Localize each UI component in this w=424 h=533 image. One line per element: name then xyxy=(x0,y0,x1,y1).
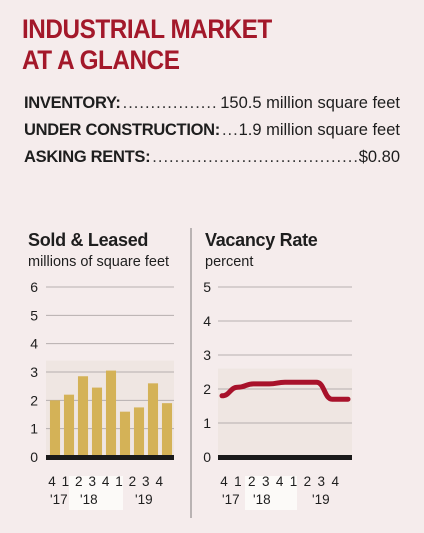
stat-leader-dots: ........... xyxy=(221,121,237,139)
vacancy-rate-x-quarter-label: 1 xyxy=(290,474,298,489)
vacancy-rate-title: Vacancy Rate xyxy=(205,230,318,250)
vacancy-rate-x-quarter-label: 2 xyxy=(304,474,312,489)
sold-leased-bar xyxy=(119,411,131,457)
title-line-1: INDUSTRIAL MARKET xyxy=(22,14,272,44)
stat-under-construction: UNDER CONSTRUCTION: ........... 1.9 mill… xyxy=(24,121,400,140)
vacancy-rate-x-quarter-label: 4 xyxy=(220,474,228,489)
sold-leased-y-tick-label: 0 xyxy=(30,449,38,465)
vacancy-rate-x-year-label: '18 xyxy=(253,492,271,507)
sold-leased-x-quarter-label: 2 xyxy=(75,474,83,489)
stat-label: UNDER CONSTRUCTION: xyxy=(24,121,220,139)
sold-leased-x-year-label: '18 xyxy=(80,492,98,507)
sold-leased-x-quarter-label: 3 xyxy=(88,474,96,489)
sold-leased-x-quarter-label: 1 xyxy=(62,474,70,489)
vacancy-rate-y-tick-label: 2 xyxy=(203,381,211,397)
sold-leased-x-quarter-label: 4 xyxy=(155,474,163,489)
stat-label: INVENTORY: xyxy=(24,94,121,112)
stat-inventory: INVENTORY: .............................… xyxy=(24,94,400,113)
sold-leased-y-tick-label: 4 xyxy=(30,336,38,352)
sold-leased-subtitle: millions of square feet xyxy=(28,254,170,270)
sold-leased-year-highlight xyxy=(69,476,123,510)
sold-leased-x-quarter-label: 1 xyxy=(115,474,123,489)
vacancy-rate-subtitle: percent xyxy=(205,254,254,270)
vacancy-rate-series-line xyxy=(219,379,351,402)
vacancy-rate-x-year-label: '17 xyxy=(222,492,240,507)
sold-leased-bar xyxy=(105,370,117,457)
sold-leased-x-quarter-label: 3 xyxy=(142,474,150,489)
page-title: INDUSTRIAL MARKET AT A GLANCE xyxy=(22,14,272,76)
vacancy-rate-y-tick-label: 3 xyxy=(203,347,211,363)
sold-leased-x-year-label: '19 xyxy=(135,492,153,507)
stat-asking-rents: ASKING RENTS: ..........................… xyxy=(24,148,400,167)
sold-leased-bar xyxy=(49,400,61,457)
stat-value: 150.5 million square feet xyxy=(220,94,400,112)
stat-leader-dots: ........................................… xyxy=(152,148,357,166)
sold-leased-baseline xyxy=(46,455,174,460)
vacancy-rate-x-quarter-label: 1 xyxy=(234,474,242,489)
sold-leased-title: Sold & Leased xyxy=(28,230,149,250)
vacancy-rate-x-year-label: '19 xyxy=(312,492,330,507)
sold-leased-x-year-label: '17 xyxy=(50,492,68,507)
sold-leased-y-tick-label: 1 xyxy=(30,421,38,437)
sold-leased-x-quarter-label: 4 xyxy=(102,474,110,489)
sold-leased-x-quarter-label: 2 xyxy=(129,474,137,489)
sold-leased-bar xyxy=(91,387,103,457)
vacancy-rate-x-quarter-label: 3 xyxy=(262,474,270,489)
sold-leased-y-tick-label: 5 xyxy=(30,307,38,323)
vacancy-rate-y-tick-label: 1 xyxy=(203,415,211,431)
vacancy-rate-baseline xyxy=(218,455,352,460)
sold-leased-bar xyxy=(133,407,145,457)
sold-leased-bar xyxy=(161,403,173,457)
sold-leased-bar xyxy=(147,383,159,457)
sold-leased-y-tick-label: 2 xyxy=(30,392,38,408)
sold-leased-bar xyxy=(77,376,89,457)
sold-leased-y-tick-label: 6 xyxy=(30,279,38,295)
stat-label: ASKING RENTS: xyxy=(24,148,151,166)
sold-leased-bar xyxy=(63,394,75,457)
vacancy-rate-y-tick-label: 5 xyxy=(203,279,211,295)
vacancy-rate-x-quarter-label: 4 xyxy=(331,474,339,489)
vacancy-rate-x-quarter-label: 4 xyxy=(276,474,284,489)
vacancy-rate-y-tick-label: 4 xyxy=(203,313,211,329)
stat-leader-dots: ........................................… xyxy=(122,94,219,112)
chart-divider xyxy=(190,228,192,518)
vacancy-rate-y-tick-label: 0 xyxy=(203,449,211,465)
title-line-2: AT A GLANCE xyxy=(22,45,180,75)
vacancy-rate-x-quarter-label: 3 xyxy=(318,474,326,489)
stat-value: $0.80 xyxy=(358,148,400,166)
vacancy-rate-year-highlight xyxy=(245,476,297,510)
stat-value: 1.9 million square feet xyxy=(238,121,400,139)
sold-leased-y-tick-label: 3 xyxy=(30,364,38,380)
vacancy-rate-x-quarter-label: 2 xyxy=(248,474,256,489)
sold-leased-x-quarter-label: 4 xyxy=(48,474,56,489)
